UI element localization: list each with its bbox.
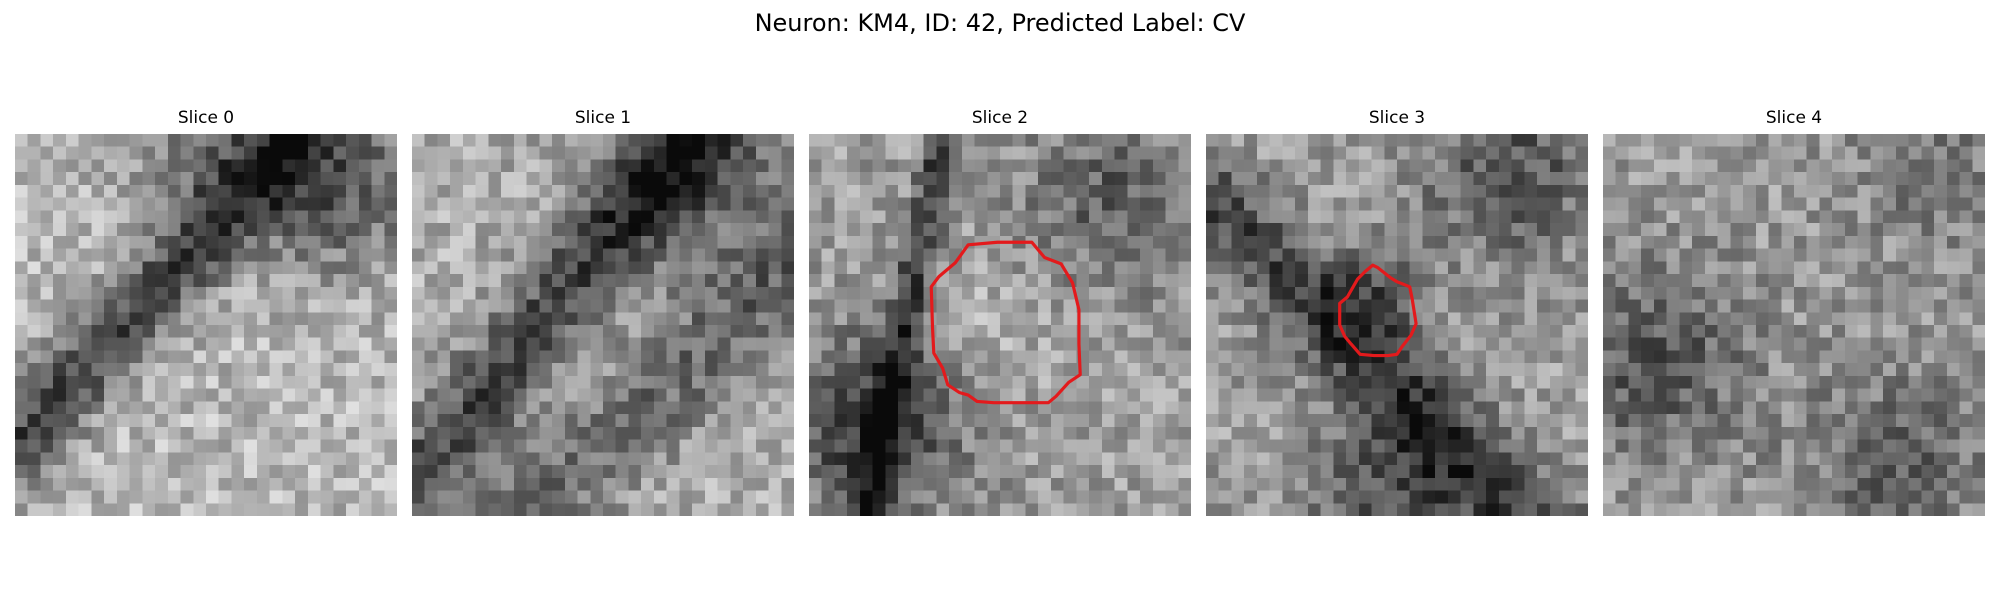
slice-title: Slice 1 [574, 108, 632, 128]
slice-panel-3: Slice 3 [1206, 108, 1588, 516]
slice-image [15, 134, 397, 516]
slice-panel-1: Slice 1 [412, 108, 794, 516]
slice-title: Slice 3 [1368, 108, 1426, 128]
segmentation-contour [1338, 263, 1418, 358]
slice-title: Slice 2 [971, 108, 1029, 128]
slice-panel-4: Slice 4 [1603, 108, 1985, 516]
slice-panel-2: Slice 2 [809, 108, 1191, 516]
slice-image [809, 134, 1191, 516]
figure-title: Neuron: KM4, ID: 42, Predicted Label: CV [754, 9, 1246, 37]
slice-image [412, 134, 794, 516]
segmentation-contour [929, 240, 1082, 405]
slice-title: Slice 0 [177, 108, 235, 128]
slice-image [1206, 134, 1588, 516]
slice-panel-0: Slice 0 [15, 108, 397, 516]
slice-image [1603, 134, 1985, 516]
slice-title: Slice 4 [1765, 108, 1823, 128]
